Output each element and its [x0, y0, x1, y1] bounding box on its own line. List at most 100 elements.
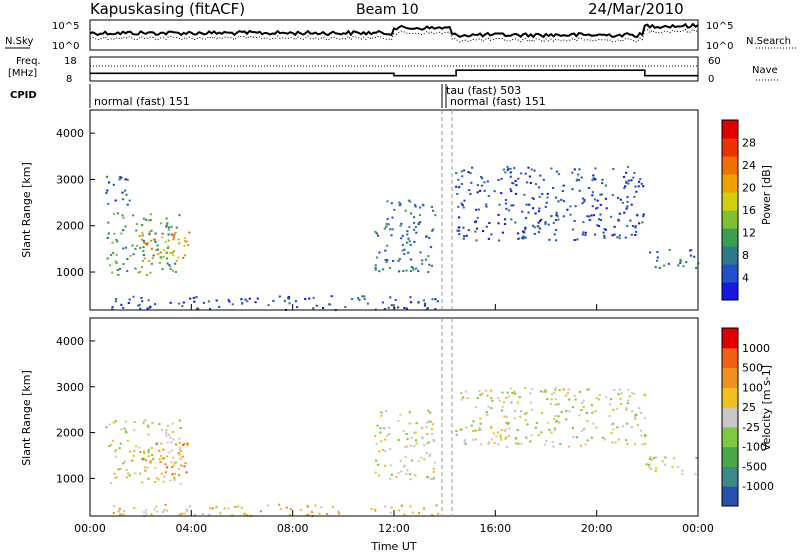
scatter-cell — [155, 477, 158, 480]
scatter-cell — [578, 189, 581, 192]
scatter-cell — [625, 422, 629, 425]
scatter-cell — [424, 258, 428, 261]
scatter-cell — [405, 433, 408, 435]
scatter-cell — [600, 193, 603, 196]
scatter-cell — [418, 512, 421, 515]
scatter-cell — [479, 443, 483, 446]
scatter-cell — [537, 434, 540, 437]
scatter-cell — [406, 233, 409, 236]
scatter-cell — [111, 241, 114, 244]
scatter-cell — [413, 216, 416, 219]
scatter-cell — [581, 233, 584, 236]
scatter-cell — [283, 300, 286, 303]
scatter-cell — [174, 262, 177, 265]
scatter-cell — [139, 451, 142, 453]
scatter-cell — [546, 192, 549, 195]
scatter-cell — [581, 202, 584, 205]
scatter-cell — [181, 305, 184, 308]
scatter-cell — [115, 298, 118, 300]
scatter-cell — [516, 428, 519, 431]
scatter-cell — [630, 203, 633, 206]
scatter-cell — [634, 226, 637, 229]
scatter-cell — [138, 446, 141, 449]
scatter-cell — [552, 187, 555, 189]
scatter-cell — [613, 225, 616, 228]
scatter-cell — [497, 179, 500, 181]
scatter-cell — [114, 449, 118, 451]
colorbar-segment — [722, 156, 738, 175]
scatter-cell — [591, 191, 594, 194]
scatter-cell — [555, 229, 558, 231]
scatter-cell — [215, 299, 218, 302]
scatter-cell — [464, 442, 467, 445]
scatter-cell — [419, 221, 422, 224]
scatter-cell — [517, 238, 520, 240]
scatter-cell — [557, 200, 560, 203]
scatter-cell — [580, 176, 583, 179]
scatter-cell — [544, 390, 547, 393]
scatter-cell — [288, 302, 291, 305]
scatter-cell — [594, 207, 598, 210]
scatter-cell — [631, 225, 634, 227]
scatter-cell — [630, 179, 633, 182]
scatter-cell — [127, 302, 130, 304]
scatter-cell — [383, 308, 386, 310]
scatter-cell — [500, 429, 503, 432]
scatter-cell — [538, 195, 541, 198]
scatter-cell — [496, 431, 500, 434]
scatter-cell — [504, 199, 508, 201]
scatter-cell — [404, 455, 407, 458]
scatter-cell — [390, 473, 393, 476]
scatter-cell — [599, 219, 602, 221]
scatter-cell — [167, 433, 171, 436]
freq-tick-top: 18 — [64, 56, 77, 67]
scatter-cell — [124, 178, 127, 181]
colorbar-tick-label: 28 — [742, 137, 756, 150]
scatter-cell — [565, 394, 568, 397]
scatter-cell — [166, 222, 169, 225]
scatter-cell — [644, 442, 647, 445]
scatter-cell — [628, 395, 631, 398]
scatter-cell — [462, 237, 465, 240]
scatter-cell — [518, 396, 521, 399]
scatter-cell — [656, 256, 659, 259]
scatter-cell — [154, 466, 157, 469]
scatter-cell — [545, 440, 548, 442]
scatter-cell — [145, 218, 148, 221]
scatter-cell — [169, 479, 172, 482]
scatter-cell — [431, 229, 434, 232]
scatter-cell — [608, 415, 611, 418]
scatter-cell — [162, 457, 165, 460]
scatter-cell — [315, 304, 318, 307]
scatter-cell — [554, 415, 557, 417]
scatter-cell — [497, 397, 500, 400]
scatter-cell — [405, 307, 408, 310]
x-tick-label: 00:00 — [74, 522, 106, 535]
scatter-cell — [227, 507, 230, 510]
scatter-cell — [465, 390, 468, 393]
power-ylabel: Slant Range [km] — [20, 162, 33, 258]
scatter-cell — [403, 464, 406, 467]
scatter-cell — [503, 430, 506, 433]
scatter-cell — [417, 460, 420, 463]
scatter-cell — [498, 399, 501, 402]
scatter-cell — [630, 426, 633, 429]
scatter-cell — [414, 204, 417, 206]
scatter-cell — [146, 424, 150, 427]
scatter-cell — [384, 249, 387, 252]
scatter-cell — [537, 221, 540, 224]
scatter-cell — [108, 264, 112, 267]
scatter-cell — [479, 393, 482, 396]
scatter-cell — [595, 426, 598, 429]
scatter-cell — [598, 398, 601, 401]
nsky-label: N.Sky — [5, 36, 33, 47]
scatter-cell — [626, 196, 629, 199]
scatter-cell — [421, 426, 424, 429]
scatter-cell — [562, 215, 565, 218]
scatter-cell — [590, 404, 593, 407]
scatter-cell — [386, 217, 389, 220]
scatter-cell — [586, 439, 589, 442]
scatter-cell — [183, 254, 186, 257]
scatter-cell — [167, 226, 170, 229]
scatter-cell — [430, 264, 433, 267]
